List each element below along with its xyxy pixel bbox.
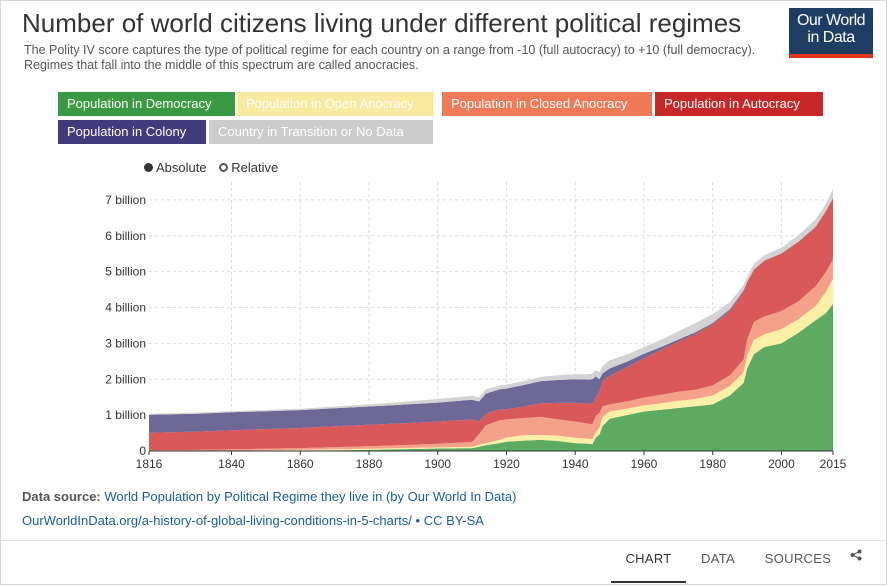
x-tick-label: 2015 [820,457,847,471]
legend-item-democracy[interactable]: Population in Democracy [58,92,235,116]
y-tick-label: 5 billion [105,265,146,279]
logo-line-2: in Data [807,29,855,46]
data-source: Data source: World Population by Politic… [22,489,516,504]
source-url-line: OurWorldInData.org/a-history-of-global-l… [22,513,484,528]
y-tick-label: 3 billion [105,336,146,350]
relative-label: Relative [231,160,279,175]
data-source-link[interactable]: World Population by Political Regime the… [104,489,517,504]
area-series-2[interactable] [149,259,833,451]
tab-data[interactable]: DATA [701,551,735,566]
area-series-3[interactable] [149,198,833,451]
y-tick-label: 4 billion [105,301,146,315]
y-tick-label: 6 billion [105,229,146,243]
legend-item-colony[interactable]: Population in Colony [58,120,206,144]
area-series-0[interactable] [149,303,833,451]
x-tick-label: 1840 [218,457,245,471]
tab-sources[interactable]: SOURCES [764,551,832,566]
absolute-relative-toggle: Absolute Relative [144,160,287,175]
data-source-label: Data source: [22,489,101,504]
absolute-option[interactable]: Absolute [144,160,207,175]
logo-line-1: Our World [796,12,866,29]
relative-option[interactable]: Relative [219,160,278,175]
x-tick-label: 1860 [287,457,314,471]
radio-selected-icon [144,163,153,172]
x-tick-label: 1816 [136,457,163,471]
absolute-label: Absolute [156,160,207,175]
x-tick-label: 1960 [631,457,658,471]
legend-item-closed-anocracy[interactable]: Population in Closed Anocracy [442,92,652,116]
page-subtitle: The Polity IV score captures the type of… [24,43,756,72]
x-tick-label: 1880 [356,457,383,471]
y-tick-label: 2 billion [105,372,146,386]
y-tick-label: 7 billion [105,193,146,207]
source-url-link[interactable]: OurWorldInData.org/a-history-of-global-l… [22,513,412,528]
y-tick-label: 1 billion [105,408,146,422]
tab-chart[interactable]: CHART [611,541,686,583]
x-tick-label: 1900 [424,457,451,471]
page-title: Number of world citizens living under di… [22,8,742,38]
x-tick-label: 2000 [768,457,795,471]
legend-item-autocracy[interactable]: Population in Autocracy [655,92,823,116]
area-series-1[interactable] [149,278,833,451]
license-text[interactable]: • CC BY-SA [415,513,484,528]
x-tick-label: 1920 [493,457,520,471]
share-icon[interactable] [850,549,862,564]
x-tick-label: 1940 [562,457,589,471]
x-tick-label: 1980 [699,457,726,471]
y-tick-label: 0 [139,444,146,458]
legend-item-no-data[interactable]: Country in Transition or No Data [209,120,433,144]
area-chart[interactable]: 0 1 billion 2 billion 3 billion 4 billion 5 b… [0,0,889,480]
legend-item-open-anocracy[interactable]: Population in Open Anocracy [237,92,434,116]
owid-logo[interactable]: Our World in Data [789,8,873,58]
radio-unselected-icon [219,163,229,172]
footer-tabs: CHART DATA SOURCES [0,540,887,585]
